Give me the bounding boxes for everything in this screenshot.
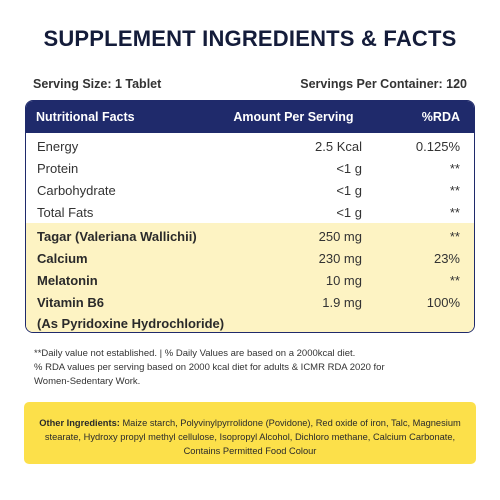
basic-nutrients: Energy 2.5 Kcal 0.125% Protein <1 g ** C…: [26, 133, 474, 223]
nutrient-name: Carbohydrate: [37, 182, 116, 198]
footnote-line: **Daily value not established. | % Daily…: [34, 348, 356, 359]
servings-per-container: Servings Per Container: 120: [300, 77, 467, 91]
other-ingredients-box: Other Ingredients: Maize starch, Polyvin…: [24, 402, 476, 464]
table-row: Total Fats <1 g **: [26, 201, 474, 223]
nutrient-name: Protein: [37, 160, 79, 176]
ingredient-subtitle: (As Pyridoxine Hydrochloride): [37, 315, 225, 331]
other-ingredients-text: Maize starch, Polyvinylpyrrolidone (Povi…: [44, 418, 461, 456]
footnote-line: Women-Sedentary Work.: [34, 376, 141, 387]
table-header: Nutritional Facts Amount Per Serving %RD…: [26, 101, 474, 133]
active-ingredients: Tagar (Valeriana Wallichii) 250 mg ** Ca…: [26, 223, 474, 332]
nutrient-rda: **: [449, 160, 460, 176]
nutrient-name: Total Fats: [37, 204, 94, 220]
footnote-line: % RDA values per serving based on 2000 k…: [34, 362, 385, 373]
header-rda: %RDA: [421, 110, 460, 124]
footnotes: **Daily value not established. | % Daily…: [34, 347, 474, 389]
ingredient-rda: 100%: [426, 294, 460, 310]
table-row: Calcium 230 mg 23%: [26, 247, 474, 269]
table-row: Protein <1 g **: [26, 157, 474, 179]
ingredient-rda: 23%: [433, 250, 460, 266]
ingredient-name: Tagar (Valeriana Wallichii): [37, 228, 197, 244]
table-row: Energy 2.5 Kcal 0.125%: [26, 135, 474, 157]
nutrient-rda: **: [449, 182, 460, 198]
table-row: Tagar (Valeriana Wallichii) 250 mg **: [26, 225, 474, 247]
ingredient-rda: **: [449, 272, 460, 288]
nutrient-amount: <1 g: [336, 204, 362, 220]
nutrient-name: Energy: [37, 138, 79, 154]
facts-table: Nutritional Facts Amount Per Serving %RD…: [25, 100, 475, 333]
table-row: Carbohydrate <1 g **: [26, 179, 474, 201]
ingredient-name: Melatonin: [37, 272, 98, 288]
ingredient-amount: 1.9 mg: [322, 294, 362, 310]
nutrient-amount: <1 g: [336, 182, 362, 198]
nutrient-amount: <1 g: [336, 160, 362, 176]
serving-size: Serving Size: 1 Tablet: [33, 77, 162, 91]
serving-info: Serving Size: 1 Tablet Servings Per Cont…: [33, 77, 467, 91]
ingredient-amount: 230 mg: [318, 250, 362, 266]
ingredient-name: Calcium: [37, 250, 88, 266]
nutrient-rda: **: [449, 204, 460, 220]
nutrient-rda: 0.125%: [415, 138, 460, 154]
header-amount-per-serving: Amount Per Serving: [233, 110, 354, 124]
ingredient-name: Vitamin B6: [37, 294, 104, 310]
table-row: Melatonin 10 mg **: [26, 269, 474, 291]
page-title: SUPPLEMENT INGREDIENTS & FACTS: [43, 26, 457, 51]
ingredient-amount: 250 mg: [318, 228, 362, 244]
other-ingredients-label: Other Ingredients:: [39, 418, 120, 428]
table-row: Vitamin B6 1.9 mg 100%: [26, 291, 474, 313]
nutrient-amount: 2.5 Kcal: [315, 138, 362, 154]
ingredient-rda: **: [449, 228, 460, 244]
header-nutritional-facts: Nutritional Facts: [36, 110, 135, 124]
ingredient-amount: 10 mg: [325, 272, 362, 288]
